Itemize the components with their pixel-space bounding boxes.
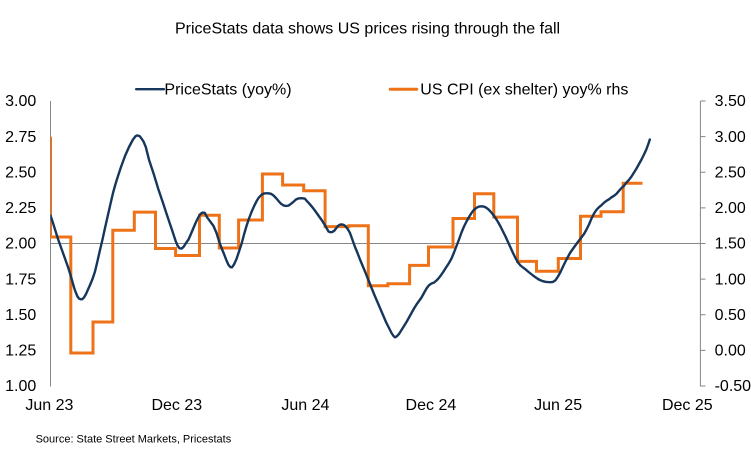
- svg-text:1.00: 1.00: [715, 271, 746, 288]
- svg-text:1.00: 1.00: [5, 378, 36, 395]
- svg-text:0.00: 0.00: [715, 343, 746, 360]
- svg-text:1.25: 1.25: [5, 343, 36, 360]
- svg-text:0.50: 0.50: [715, 307, 746, 324]
- svg-text:Dec 25: Dec 25: [662, 397, 713, 414]
- svg-text:2.25: 2.25: [5, 200, 36, 217]
- svg-text:3.00: 3.00: [715, 129, 746, 146]
- svg-text:-0.50: -0.50: [715, 378, 751, 395]
- svg-text:US CPI (ex shelter) yoy% rhs: US CPI (ex shelter) yoy% rhs: [420, 82, 628, 99]
- svg-text:Dec 24: Dec 24: [406, 397, 457, 414]
- svg-text:PriceStats (yoy%): PriceStats (yoy%): [164, 82, 291, 99]
- svg-text:2.50: 2.50: [5, 164, 36, 181]
- svg-text:1.50: 1.50: [5, 307, 36, 324]
- svg-text:1.50: 1.50: [715, 236, 746, 253]
- svg-text:3.00: 3.00: [5, 93, 36, 110]
- svg-text:1.75: 1.75: [5, 271, 36, 288]
- svg-text:Jun 24: Jun 24: [281, 397, 329, 414]
- svg-text:Jun 25: Jun 25: [534, 397, 582, 414]
- svg-text:Dec 23: Dec 23: [151, 397, 202, 414]
- svg-text:Jun 23: Jun 23: [25, 397, 73, 414]
- svg-text:2.00: 2.00: [5, 236, 36, 253]
- svg-text:2.50: 2.50: [715, 164, 746, 181]
- svg-text:3.50: 3.50: [715, 93, 746, 110]
- svg-text:Source: State Street Markets,: Source: State Street Markets, Pricestats: [36, 434, 232, 446]
- svg-text:2.75: 2.75: [5, 129, 36, 146]
- svg-text:PriceStats data shows US price: PriceStats data shows US prices rising t…: [175, 21, 560, 38]
- svg-text:2.00: 2.00: [715, 200, 746, 217]
